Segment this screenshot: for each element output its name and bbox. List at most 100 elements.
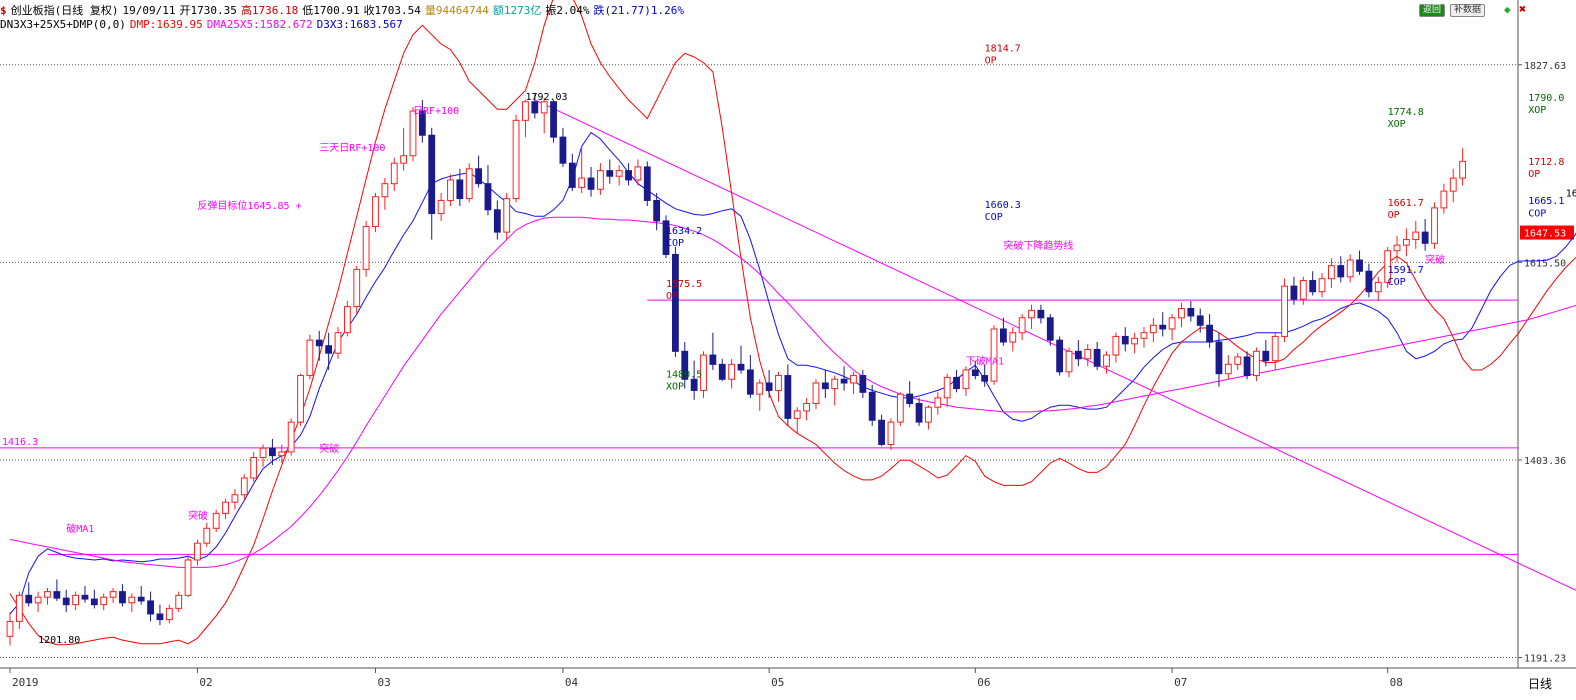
candle-body bbox=[62, 597, 70, 606]
candle-body bbox=[1178, 307, 1185, 319]
x-tick-label-6: 07 bbox=[1174, 676, 1187, 689]
annotation-22: 突破 bbox=[1425, 253, 1445, 266]
candle-body bbox=[1018, 317, 1026, 334]
candle-body bbox=[1149, 324, 1157, 334]
candle-body bbox=[503, 198, 511, 233]
candle-body bbox=[81, 594, 89, 600]
candle-body bbox=[1356, 259, 1363, 272]
candle-body bbox=[203, 527, 211, 544]
candle-body bbox=[493, 209, 501, 233]
candle-body bbox=[34, 596, 42, 604]
candle-body bbox=[859, 375, 867, 393]
candle-body bbox=[1309, 280, 1317, 293]
diamond-icon[interactable]: ◆ bbox=[1504, 3, 1511, 16]
candle-body bbox=[1393, 244, 1401, 252]
candle-body bbox=[109, 591, 117, 598]
candle-body bbox=[850, 375, 857, 384]
candle-body bbox=[690, 378, 698, 391]
header-open: 开1730.35 bbox=[179, 4, 237, 17]
candle-body bbox=[868, 391, 876, 421]
x-tick-label-3: 04 bbox=[565, 676, 579, 689]
candle-body bbox=[653, 199, 661, 222]
annotation-37: 突破 bbox=[319, 442, 339, 455]
candle-body bbox=[540, 101, 548, 114]
header-amplitude: 振2.04% bbox=[545, 4, 590, 17]
candle-body bbox=[297, 375, 304, 423]
candle-body bbox=[718, 363, 726, 380]
current-price-tag bbox=[1520, 225, 1574, 240]
candle-body bbox=[981, 375, 989, 382]
annotation-39: 破MA1 bbox=[66, 522, 94, 535]
annotation-3: 1792.03 bbox=[525, 92, 567, 103]
y-tick-label-1: 1615.50 bbox=[1524, 258, 1566, 269]
candle-body bbox=[1346, 259, 1354, 278]
candle-body bbox=[325, 345, 333, 354]
header-high: 高1736.18 bbox=[240, 4, 299, 17]
header-change: 跌(21.77)1.26% bbox=[593, 4, 685, 17]
y-tick-label-3: 1191.23 bbox=[1524, 654, 1566, 665]
annotation-12: OP bbox=[666, 291, 678, 302]
candle-body bbox=[250, 457, 258, 479]
candle-body bbox=[1084, 348, 1092, 360]
level-label-1: 1416.3 bbox=[2, 437, 38, 448]
annotation-5: OP bbox=[985, 56, 997, 67]
candle-body bbox=[400, 155, 408, 164]
annotation-15: 下破MA1 bbox=[966, 354, 1004, 367]
candle-body bbox=[128, 596, 136, 604]
candle-body bbox=[1318, 278, 1326, 293]
candle-body bbox=[1168, 317, 1176, 330]
annotation-10: COP bbox=[666, 238, 684, 249]
candle-body bbox=[943, 376, 951, 399]
candle-body bbox=[194, 542, 201, 561]
candle-body bbox=[353, 268, 361, 308]
candle-body bbox=[447, 179, 454, 201]
candle-body bbox=[1337, 265, 1345, 278]
annotation-28: COP bbox=[1528, 208, 1546, 219]
candle-body bbox=[1037, 309, 1045, 319]
supplement-data-button[interactable]: 补数据 bbox=[1450, 4, 1486, 17]
candle-body bbox=[1121, 335, 1129, 345]
candle-body bbox=[1299, 280, 1307, 300]
candle-body bbox=[1196, 315, 1204, 326]
return-button[interactable]: 返回 bbox=[1419, 4, 1446, 17]
candle-body bbox=[269, 447, 276, 457]
candle-body bbox=[662, 220, 670, 255]
candle-body bbox=[934, 397, 942, 408]
annotation-11: 1575.5 bbox=[666, 279, 702, 290]
candle-body bbox=[756, 382, 764, 395]
candle-body bbox=[240, 477, 248, 496]
y-tick-label-0: 1827.63 bbox=[1524, 61, 1566, 72]
candle-body bbox=[90, 598, 98, 606]
annotation-34: 1669.4 bbox=[1566, 189, 1576, 200]
downtrend-line bbox=[534, 99, 1576, 591]
candle-body bbox=[1131, 337, 1139, 345]
candle-body bbox=[990, 328, 998, 382]
candle-body bbox=[643, 166, 651, 201]
series-line-dmp bbox=[9, 0, 1576, 646]
candle-body bbox=[1000, 328, 1007, 343]
candle-body bbox=[615, 170, 623, 177]
candle-body bbox=[606, 170, 614, 177]
annotation-25: 1712.8 bbox=[1528, 157, 1564, 168]
x-tick-label-5: 06 bbox=[977, 676, 990, 689]
annotation-23: 1790.0 bbox=[1528, 93, 1564, 104]
candle-body bbox=[1328, 265, 1335, 280]
candle-body bbox=[578, 177, 586, 188]
candle-body bbox=[568, 162, 576, 188]
candle-body bbox=[840, 378, 848, 384]
candle-body bbox=[784, 375, 792, 419]
candle-body bbox=[765, 382, 773, 391]
annotation-1: 三天日RF+100 bbox=[319, 143, 385, 154]
candle-body bbox=[1421, 231, 1429, 244]
annotation-24: XOP bbox=[1528, 105, 1546, 116]
candle-body bbox=[1402, 239, 1410, 246]
annotation-8: 突破下降趋势线 bbox=[1003, 239, 1073, 252]
annotation-0: 日RF+100 bbox=[413, 106, 459, 117]
close-icon[interactable]: ✖ bbox=[1519, 2, 1527, 16]
x-tick-label-2: 03 bbox=[378, 676, 391, 689]
candle-body bbox=[925, 406, 932, 423]
candle-body bbox=[165, 607, 173, 621]
candle-body bbox=[821, 382, 829, 390]
candle-body bbox=[381, 183, 389, 198]
